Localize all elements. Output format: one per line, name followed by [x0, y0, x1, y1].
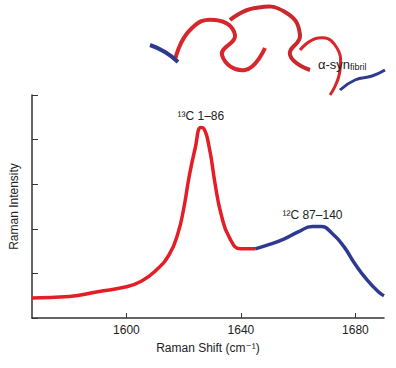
- svg-text:α-syn: α-syn: [318, 57, 350, 72]
- svg-text:Raman Intensity: Raman Intensity: [7, 163, 21, 250]
- svg-text:Raman Shift (cm⁻¹): Raman Shift (cm⁻¹): [156, 341, 260, 355]
- svg-text:1600: 1600: [113, 323, 140, 337]
- svg-text:1640: 1640: [228, 323, 255, 337]
- svg-text:1680: 1680: [342, 323, 369, 337]
- svg-text:¹³C 1–86: ¹³C 1–86: [178, 109, 225, 123]
- svg-text:fibril: fibril: [350, 62, 367, 72]
- svg-text:¹²C 87–140: ¹²C 87–140: [282, 208, 342, 222]
